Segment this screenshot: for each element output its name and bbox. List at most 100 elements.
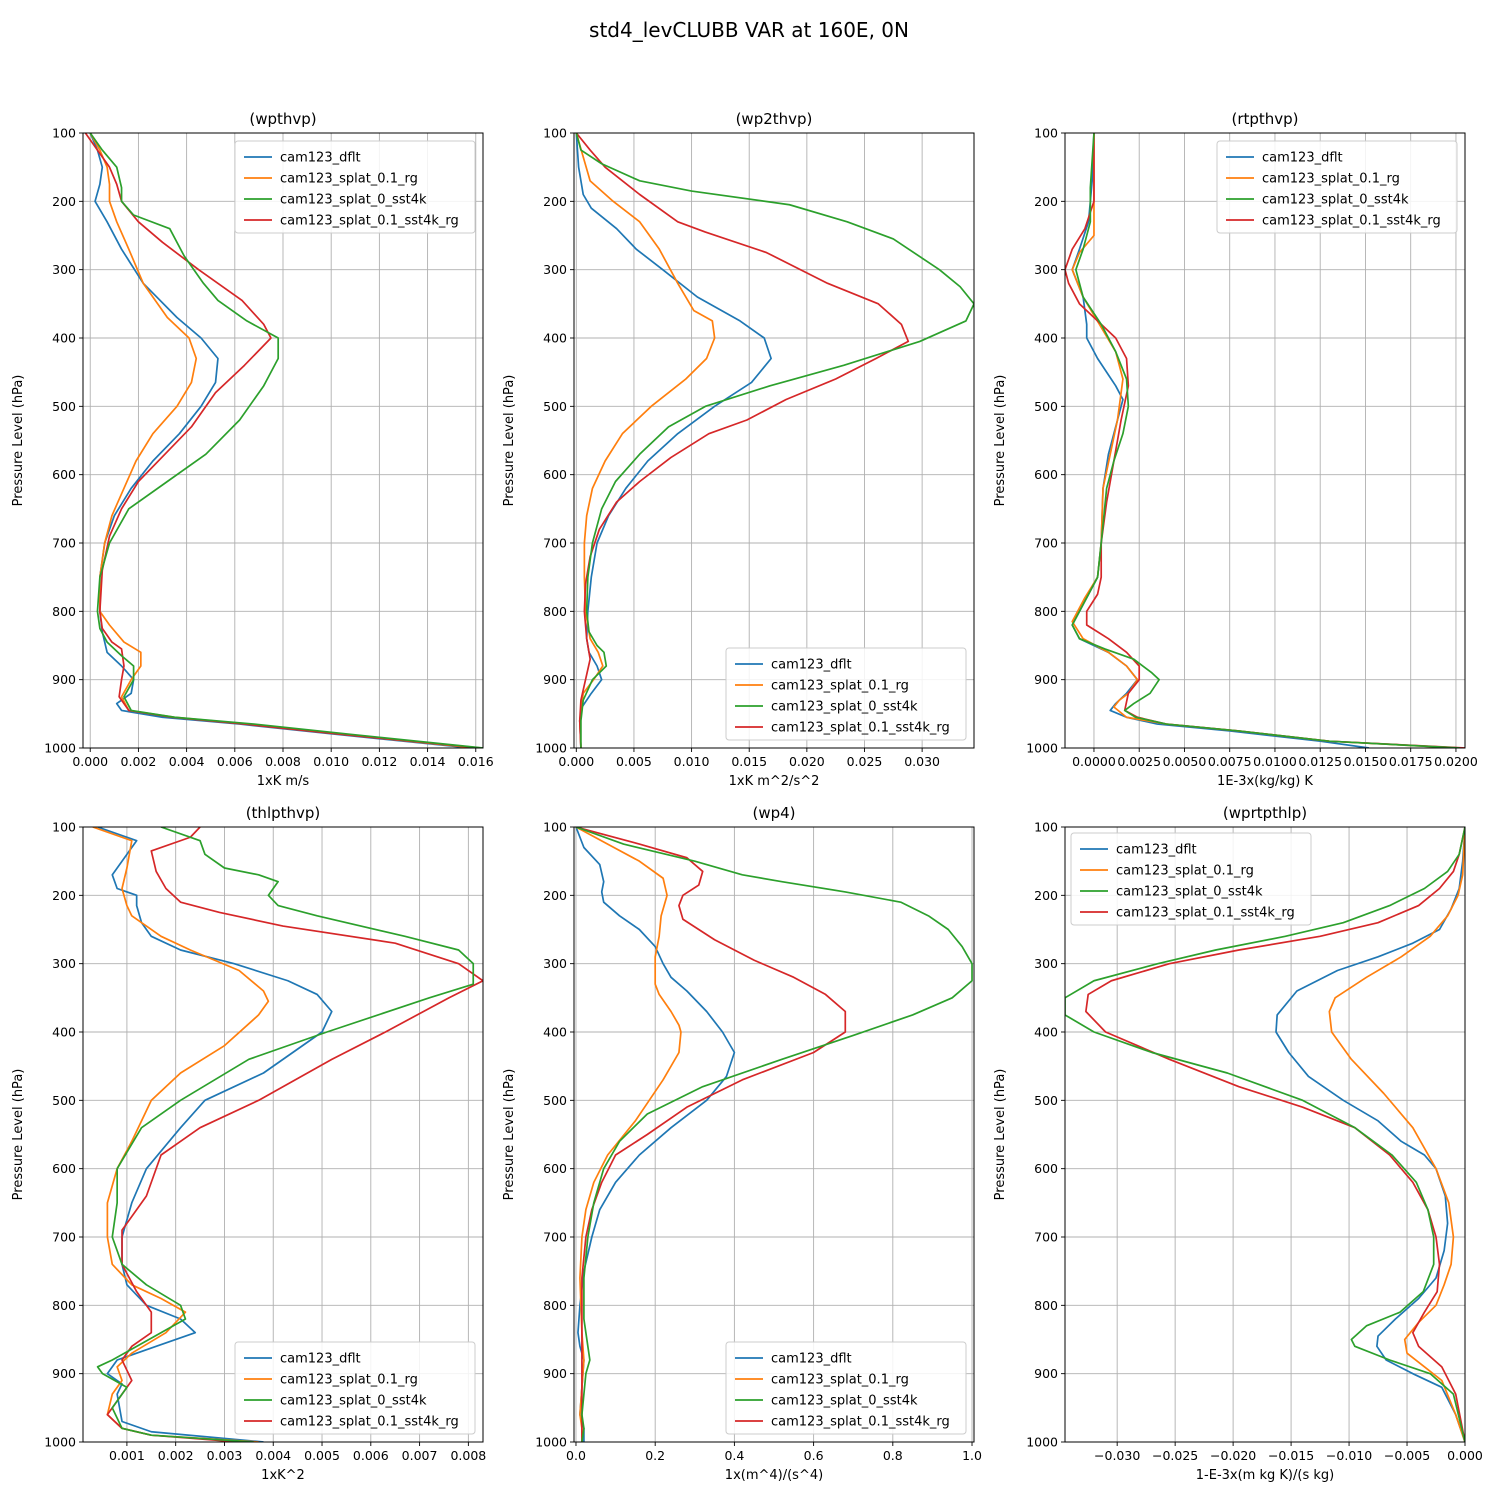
chart-panel-5: 0.0 0.2 0.4 0.6 0.8 1.0 100 200 300 400 500 600 700 8…: [502, 804, 982, 1483]
x-tick-label: 0.014: [410, 754, 446, 769]
y-tick-label: 800: [52, 1298, 76, 1313]
series-line-cam123_splat_0.1_sst4k_rg: [106, 827, 483, 1442]
y-tick-label: 1000: [44, 741, 76, 756]
x-tick-label: 0.0: [566, 1448, 586, 1463]
y-tick-label: 900: [543, 1366, 567, 1381]
x-tick-label: −0.015: [1268, 1448, 1314, 1463]
x-tick-label: 0.012: [361, 754, 397, 769]
legend: cam123_dflt cam123_splat_0.1_rg cam123_spl…: [1216, 140, 1458, 234]
x-tick-label: −0.005: [1384, 1448, 1430, 1463]
x-tick-label: 0.007: [402, 1448, 438, 1463]
chart-panel-1: 0.000 0.002 0.004 0.006 0.008 0.010 0.012 0.014…: [11, 110, 494, 789]
series-line-cam123_dflt: [97, 827, 333, 1442]
x-tick-label: 0.000: [558, 754, 594, 769]
y-tick-label: 300: [1034, 262, 1058, 277]
y-tick-label: 700: [52, 536, 76, 551]
x-tick-label: 0.0075: [1208, 754, 1252, 769]
panel-title: (wp4): [752, 804, 795, 822]
legend-label-cam123_dflt: cam123_dflt: [1116, 843, 1197, 858]
x-tick-label: 0.001: [109, 1448, 145, 1463]
series-line-cam123_splat_0_sst4k: [1065, 827, 1465, 1442]
x-tick-label: 0.002: [121, 754, 157, 769]
legend-box: [725, 647, 967, 741]
chart-panel-3: 0.0000 0.0025 0.0050 0.0075 0.0100 0.0125 0.01…: [993, 110, 1478, 789]
series-lines: [1065, 827, 1465, 1442]
x-tick-label: −0.020: [1210, 1448, 1256, 1463]
series-line-cam123_dflt: [1275, 827, 1465, 1442]
y-axis-label: Pressure Level (hPa): [993, 1069, 1008, 1201]
y-tick-label: 700: [1034, 1230, 1058, 1245]
legend-label-cam123_splat_0_sst4k: cam123_splat_0_sst4k: [771, 700, 918, 715]
axes-frame: [573, 132, 975, 749]
legend-label-cam123_splat_0.1_sst4k_rg: cam123_splat_0.1_sst4k_rg: [280, 1415, 459, 1430]
panel-title: (thlpthvp): [246, 804, 321, 822]
chart-panel-2: 0.000 0.005 0.010 0.015 0.020 0.025 0.030 100 20…: [502, 110, 975, 789]
y-tick-label: 1000: [535, 1435, 567, 1450]
x-tick-label: 0.005: [304, 1448, 340, 1463]
y-tick-label: 100: [1034, 820, 1058, 835]
series-line-cam123_splat_0.1_sst4k_rg: [84, 133, 481, 748]
y-tick-label: 600: [1034, 1161, 1058, 1176]
x-tick-label: 0.0050: [1163, 754, 1207, 769]
y-tick-label: 300: [52, 262, 76, 277]
axes-frame: [1064, 132, 1466, 749]
y-tick-label: 500: [52, 1093, 76, 1108]
y-tick-label: 100: [543, 820, 567, 835]
y-tick-label: 200: [543, 194, 567, 209]
legend: cam123_dflt cam123_splat_0.1_rg cam123_spl…: [1070, 832, 1312, 926]
series-line-cam123_splat_0.1_rg: [575, 827, 682, 1442]
y-tick-label: 400: [543, 331, 567, 346]
x-tick-label: 0.002: [158, 1448, 194, 1463]
legend-box: [1216, 140, 1458, 234]
series-lines: [1065, 133, 1465, 748]
legend-label-cam123_splat_0.1_rg: cam123_splat_0.1_rg: [1116, 864, 1254, 879]
legend-label-cam123_splat_0_sst4k: cam123_splat_0_sst4k: [280, 193, 427, 208]
y-tick-label: 1000: [44, 1435, 76, 1450]
y-tick-label: 200: [543, 888, 567, 903]
y-tick-label: 500: [1034, 1093, 1058, 1108]
series-line-cam123_splat_0_sst4k: [1071, 133, 1460, 748]
x-tick-label: 0.008: [265, 754, 301, 769]
x-tick-label: 0.2: [645, 1448, 665, 1463]
x-tick-label: 0.8: [883, 1448, 903, 1463]
y-tick-label: 400: [543, 1025, 567, 1040]
legend-label-cam123_splat_0_sst4k: cam123_splat_0_sst4k: [1262, 193, 1409, 208]
x-tick-label: 0.000: [1447, 1448, 1483, 1463]
y-tick-label: 600: [543, 1161, 567, 1176]
series-line-cam123_splat_0_sst4k: [89, 133, 483, 748]
x-tick-label: 0.015: [731, 754, 767, 769]
legend-box: [725, 1341, 967, 1435]
series-lines: [575, 827, 973, 1442]
y-tick-label: 800: [52, 604, 76, 619]
legend-label-cam123_splat_0.1_rg: cam123_splat_0.1_rg: [771, 679, 909, 694]
y-tick-label: 1000: [1026, 741, 1058, 756]
y-tick-label: 400: [52, 331, 76, 346]
legend-label-cam123_splat_0.1_sst4k_rg: cam123_splat_0.1_sst4k_rg: [1116, 906, 1295, 921]
panel-title: (wp2thvp): [736, 110, 813, 128]
y-tick-label: 900: [1034, 1366, 1058, 1381]
y-tick-label: 900: [1034, 672, 1058, 687]
series-line-cam123_splat_0_sst4k: [575, 133, 974, 748]
legend-label-cam123_splat_0.1_sst4k_rg: cam123_splat_0.1_sst4k_rg: [280, 214, 459, 229]
series-line-cam123_splat_0.1_sst4k_rg: [575, 827, 847, 1442]
x-tick-label: 0.006: [217, 754, 253, 769]
series-line-cam123_splat_0_sst4k: [575, 827, 973, 1442]
legend-label-cam123_splat_0.1_sst4k_rg: cam123_splat_0.1_sst4k_rg: [1262, 214, 1441, 229]
y-axis-label: Pressure Level (hPa): [502, 1069, 517, 1201]
y-tick-label: 700: [543, 1230, 567, 1245]
y-tick-label: 500: [543, 1093, 567, 1108]
panel-title: (wprtpthlp): [1223, 804, 1307, 822]
y-tick-label: 200: [1034, 194, 1058, 209]
axes-frame: [82, 826, 484, 1443]
y-tick-label: 900: [543, 672, 567, 687]
legend-box: [234, 1341, 476, 1435]
legend-label-cam123_splat_0.1_rg: cam123_splat_0.1_rg: [771, 1373, 909, 1388]
y-tick-label: 600: [1034, 467, 1058, 482]
x-tick-label: 0.0125: [1298, 754, 1342, 769]
y-tick-label: 700: [1034, 536, 1058, 551]
axes-frame: [573, 826, 975, 1443]
x-tick-label: −0.010: [1326, 1448, 1372, 1463]
x-tick-label: 0.005: [616, 754, 652, 769]
x-tick-label: 0.0150: [1344, 754, 1388, 769]
